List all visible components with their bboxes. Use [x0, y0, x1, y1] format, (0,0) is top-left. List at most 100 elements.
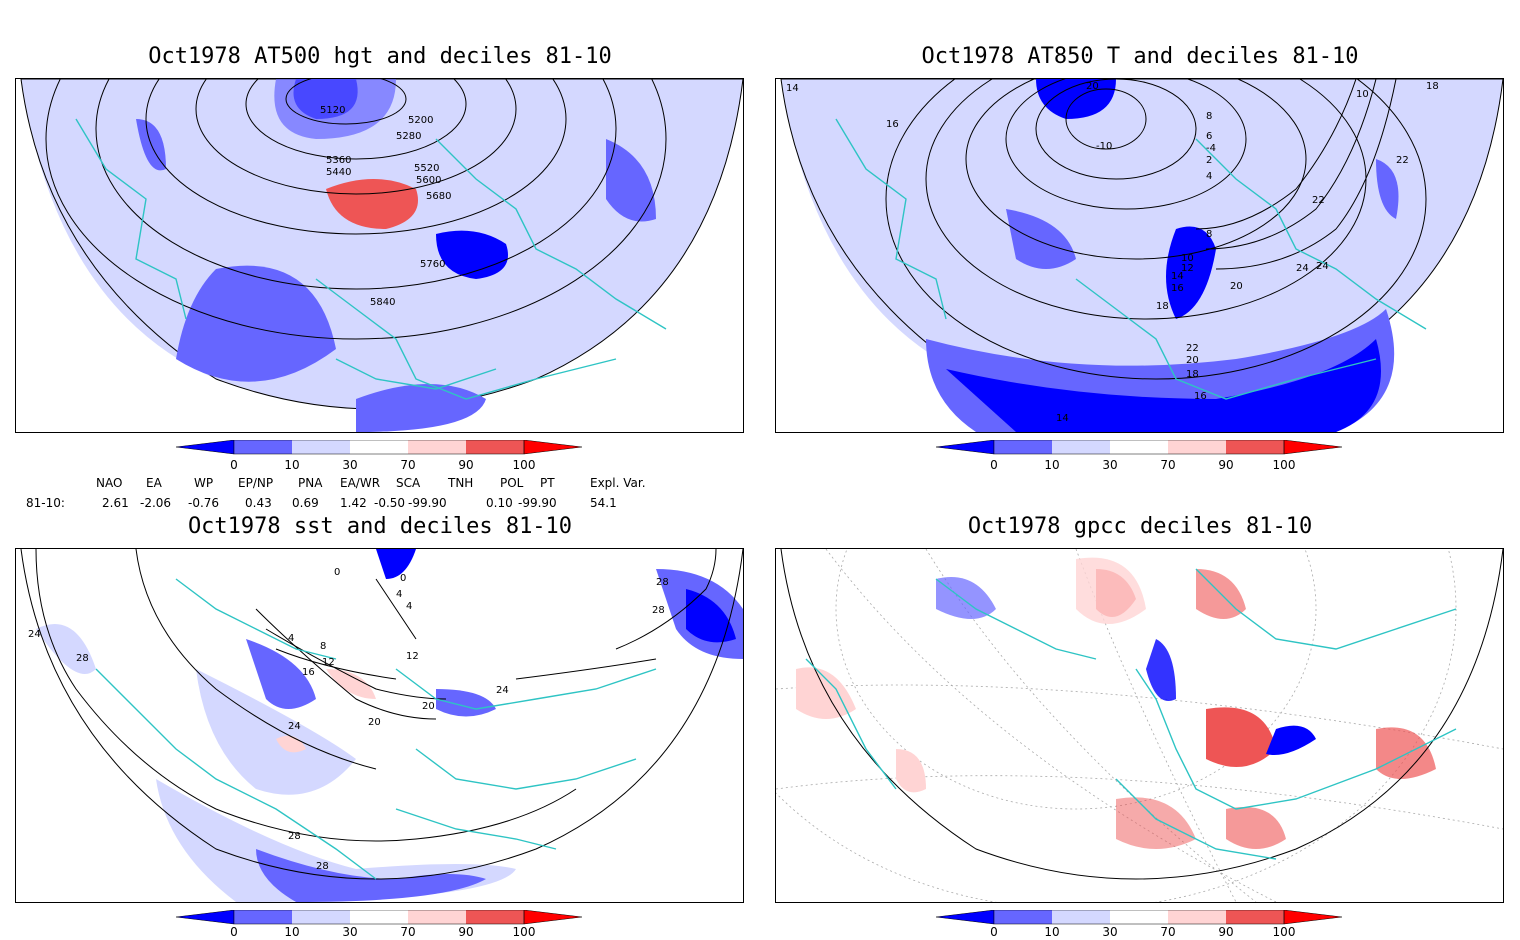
- colorbar-sst: 0 10 30 70 90 100: [175, 909, 586, 940]
- index-value: -0.50: [374, 496, 406, 510]
- colorbar-svg: [935, 909, 1343, 925]
- contour-label: 24: [28, 629, 41, 640]
- map-panel-temp: 20 18 16 14 10 8 6 4 2 -4 -10 22 24 20 1…: [775, 78, 1504, 433]
- colorbar-tick: 10: [1044, 458, 1060, 472]
- contour-label: 18: [1186, 369, 1199, 380]
- colorbar-tick: 10: [284, 925, 300, 939]
- contour-label: 14: [786, 83, 799, 94]
- colorbar-tick: 0: [230, 458, 238, 472]
- index-value: -2.06: [140, 496, 172, 510]
- map-panel-sst: 24 28 0 4 8 12 16 20 24 28 28 28 28 20 2…: [15, 548, 744, 903]
- contour-label: 28: [76, 653, 89, 664]
- index-row-label: 81-10:: [26, 496, 65, 510]
- contour-label: 16: [302, 667, 315, 678]
- contour-label: 0: [400, 573, 406, 584]
- index-header: Expl. Var.: [590, 476, 646, 490]
- contour-label: 5440: [326, 167, 351, 178]
- index-header: EA/WR: [340, 476, 381, 490]
- index-value: 54.1: [590, 496, 617, 510]
- colorbar-svg: [175, 909, 583, 925]
- colorbar-temp: 0 10 30 70 90 100: [935, 439, 1346, 474]
- contour-label: 12: [406, 651, 419, 662]
- colorbar-tick: 70: [1160, 925, 1176, 939]
- contour-label: 22: [1396, 155, 1409, 166]
- index-value: 0.43: [245, 496, 272, 510]
- contour-label: -10: [1096, 141, 1112, 152]
- contour-label: 24: [496, 685, 509, 696]
- contour-label: 4: [396, 589, 402, 600]
- map-panel-gpcc: [775, 548, 1504, 903]
- temp-map-svg: 20 18 16 14 10 8 6 4 2 -4 -10 22 24 20 1…: [780, 79, 1503, 432]
- index-value: 2.61: [102, 496, 129, 510]
- colorbar-tick: 90: [1218, 458, 1234, 472]
- contour-label: 8: [320, 641, 326, 652]
- colorbar-tick: 90: [1218, 925, 1234, 939]
- contour-label: 5680: [426, 191, 451, 202]
- index-header: PNA: [298, 476, 323, 490]
- contour-label: 8: [1206, 229, 1212, 240]
- contour-label: 10: [1356, 89, 1369, 100]
- index-header: EA: [146, 476, 162, 490]
- contour-label: 20: [1186, 355, 1199, 366]
- sst-map-svg: 24 28 0 4 8 12 16 20 24 28 28 28 28 20 2…: [20, 549, 743, 902]
- contour-label: 28: [316, 861, 329, 872]
- colorbar-hgt: 0 10 30 70 90 100: [175, 439, 586, 474]
- contour-label: 16: [886, 119, 899, 130]
- index-header: EP/NP: [238, 476, 274, 490]
- hgt-map-svg: 5120 5200 5280 5360 5440 5520 5600 5680 …: [20, 79, 743, 432]
- colorbar-tick: 90: [458, 925, 474, 939]
- indices-header-row: NAO EA WP EP/NP PNA EA/WR SCA TNH POL PT…: [0, 476, 700, 492]
- contour-label: 4: [288, 633, 294, 644]
- colorbar-tick: 70: [400, 925, 416, 939]
- contour-label: 22: [1312, 195, 1325, 206]
- contour-label: 8: [1206, 111, 1212, 122]
- colorbar-tick: 70: [400, 458, 416, 472]
- contour-label: 24: [288, 721, 301, 732]
- colorbar-tick: 0: [990, 925, 998, 939]
- contour-label: 20: [1230, 281, 1243, 292]
- colorbar-tick: 100: [1272, 925, 1296, 939]
- index-value: 0.69: [292, 496, 319, 510]
- index-header: WP: [194, 476, 214, 490]
- colorbar-tick: 0: [230, 925, 238, 939]
- index-value: 1.42: [340, 496, 367, 510]
- contour-label: 12: [1181, 263, 1194, 274]
- contour-label: 5520: [414, 163, 439, 174]
- contour-label: 16: [1194, 391, 1207, 402]
- contour-label: 18: [1426, 81, 1439, 92]
- contour-label: 16: [1171, 283, 1184, 294]
- colorbar-tick: 70: [1160, 458, 1176, 472]
- panel-title-temp: Oct1978 AT850 T and deciles 81-10: [921, 44, 1359, 69]
- colorbar-tick: 30: [342, 925, 358, 939]
- contour-label: 2: [1206, 155, 1212, 166]
- colorbar-svg: [175, 439, 583, 455]
- contour-label: -4: [1206, 143, 1216, 154]
- map-panel-hgt: 5120 5200 5280 5360 5440 5520 5600 5680 …: [15, 78, 744, 433]
- colorbar-tick: 100: [1272, 458, 1296, 472]
- contour-label: 6: [1206, 131, 1212, 142]
- index-value: -99.90: [408, 496, 447, 510]
- indices-value-row: 81-10: 2.61 -2.06 -0.76 0.43 0.69 1.42 -…: [0, 496, 700, 512]
- index-header: SCA: [396, 476, 421, 490]
- contour-label: 5600: [416, 175, 441, 186]
- index-value: 0.10: [486, 496, 513, 510]
- colorbar-tick: 30: [342, 458, 358, 472]
- contour-label: 20: [368, 717, 381, 728]
- colorbar-svg: [935, 439, 1343, 455]
- decile-fill-low: [21, 79, 743, 409]
- colorbar-tick: 0: [990, 458, 998, 472]
- index-header: POL: [500, 476, 524, 490]
- index-header: PT: [540, 476, 555, 490]
- contour-label: 5760: [420, 259, 445, 270]
- index-value: -99.90: [518, 496, 557, 510]
- colorbar-tick: 10: [284, 458, 300, 472]
- panel-title-hgt: Oct1978 AT500 hgt and deciles 81-10: [148, 44, 612, 69]
- contour-label: 4: [406, 601, 412, 612]
- index-value: -0.76: [188, 496, 220, 510]
- contour-label: 28: [656, 577, 669, 588]
- contour-label: 10: [1181, 253, 1194, 264]
- contour-label: 24: [1316, 261, 1329, 272]
- panel-title-gpcc: Oct1978 gpcc deciles 81-10: [967, 514, 1313, 539]
- colorbar-tick: 30: [1102, 458, 1118, 472]
- contour-label: 5200: [408, 115, 433, 126]
